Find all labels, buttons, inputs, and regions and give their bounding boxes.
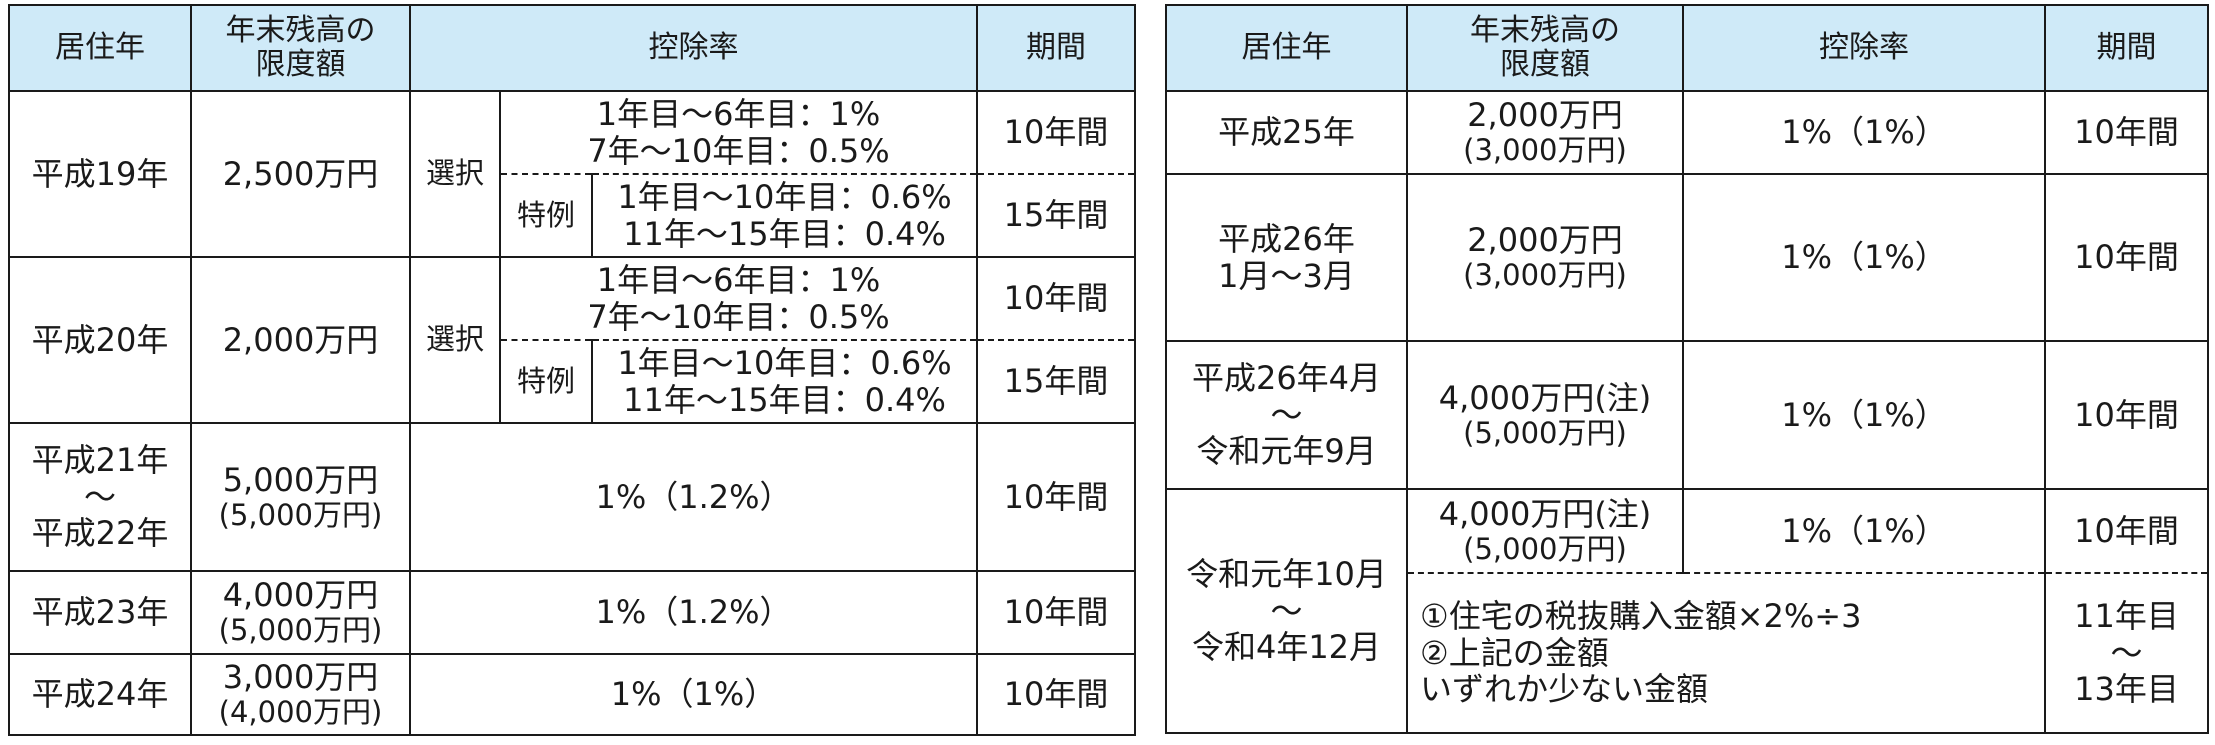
period-cell: 10年間 — [976, 570, 1137, 655]
header-rate: 控除率 — [1682, 4, 2046, 92]
limit-cell: 2,000万円 (3,000万円) — [1406, 90, 1684, 175]
table-row: ①住宅の税抜購入金額×2%÷3 ②上記の金額 いずれか少ない金額 11年目 ～ … — [1166, 572, 2209, 734]
header-rate: 控除率 — [408, 4, 979, 92]
table-row: 令和元年10月 ～ 令和4年12月 4,000万円(注) (5,000万円) 1… — [1165, 488, 2209, 734]
rate-cell: 1年目～6年目：1% 7年～10年目：0.5% — [498, 256, 979, 341]
right-deduction-table: 居住年 年末残高の 限度額 控除率 期間 平成25年 2,000万円 (3,00… — [1165, 4, 2209, 734]
header-limit: 年末残高の 限度額 — [1406, 4, 1684, 92]
period-cell: 10年間 — [976, 653, 1137, 736]
header-limit: 年末残高の 限度額 — [190, 4, 411, 92]
limit-cell: 4,000万円(注) (5,000万円) — [1406, 488, 1684, 574]
period-cell: 10年間 — [2044, 340, 2209, 490]
rate-cell: 1%（1%） — [1682, 340, 2046, 490]
year-cell: 平成26年4月 ～ 令和元年9月 — [1165, 340, 1408, 490]
table-row: 平成26年4月 ～ 令和元年9月 4,000万円(注) (5,000万円) 1%… — [1165, 340, 2209, 490]
left-deduction-table: 居住年 年末残高の 限度額 控除率 期間 平成19年 2,500万円 選択 1年… — [8, 4, 1137, 736]
special-label: 特例 — [499, 173, 593, 258]
header-row: 居住年 年末残高の 限度額 控除率 期間 — [8, 4, 1137, 92]
header-row: 居住年 年末残高の 限度額 控除率 期間 — [1165, 4, 2209, 92]
table-row: 平成20年 2,000万円 選択 1年目～6年目：1% 7年～10年目：0.5%… — [8, 256, 1137, 424]
extra-rate-cell: ①住宅の税抜購入金額×2%÷3 ②上記の金額 いずれか少ない金額 — [1406, 572, 2046, 734]
rate-cell: 1%（1.2%） — [408, 422, 979, 572]
period-cell: 10年間 — [976, 90, 1137, 175]
extra-period-cell: 11年目 ～ 13年目 — [2044, 572, 2209, 734]
limit-cell: 3,000万円 (4,000万円) — [190, 653, 411, 736]
rate-cell: 1%（1%） — [408, 653, 979, 736]
header-period: 期間 — [976, 4, 1137, 92]
rate-cell: 1年目～6年目：1% 7年～10年目：0.5% — [498, 90, 979, 175]
rate-cell: 1年目～10年目：0.6% 11年～15年目：0.4% — [590, 339, 979, 424]
year-cell: 令和元年10月 ～ 令和4年12月 — [1165, 488, 1408, 734]
period-cell: 15年間 — [976, 173, 1137, 258]
year-cell: 平成26年 1月～3月 — [1165, 173, 1408, 342]
limit-cell: 2,000万円 — [190, 256, 411, 424]
rate-cell: 1年目～10年目：0.6% 11年～15年目：0.4% — [590, 173, 979, 258]
limit-cell: 5,000万円 (5,000万円) — [190, 422, 411, 572]
period-cell: 15年間 — [976, 339, 1137, 424]
special-label: 特例 — [499, 339, 593, 424]
limit-cell: 4,000万円(注) (5,000万円) — [1406, 340, 1684, 490]
rate-cell: 1%（1%） — [1682, 173, 2046, 342]
period-cell: 10年間 — [2044, 488, 2209, 574]
select-label: 選択 — [409, 90, 501, 258]
header-year: 居住年 — [8, 4, 192, 92]
table-row: 特例 1年目～10年目：0.6% 11年～15年目：0.4% 15年間 — [9, 339, 1137, 424]
rate-cell: 1%（1%） — [1682, 488, 2046, 574]
table-row: 平成26年 1月～3月 2,000万円 (3,000万円) 1%（1%） 10年… — [1165, 173, 2209, 342]
table-row: 平成24年 3,000万円 (4,000万円) 1%（1%） 10年間 — [8, 653, 1137, 736]
header-year: 居住年 — [1165, 4, 1408, 92]
year-cell: 平成19年 — [8, 90, 192, 258]
year-cell: 平成24年 — [8, 653, 192, 736]
period-cell: 10年間 — [2044, 173, 2209, 342]
limit-cell: 2,000万円 (3,000万円) — [1406, 173, 1684, 342]
period-cell: 10年間 — [976, 256, 1137, 341]
year-cell: 平成21年 ～ 平成22年 — [8, 422, 192, 572]
table-row: 平成19年 2,500万円 選択 1年目～6年目：1% 7年～10年目：0.5%… — [8, 90, 1137, 258]
header-period: 期間 — [2044, 4, 2209, 92]
year-cell: 平成20年 — [8, 256, 192, 424]
table-row: 平成23年 4,000万円 (5,000万円) 1%（1.2%） 10年間 — [8, 570, 1137, 655]
year-cell: 平成23年 — [8, 570, 192, 655]
table-row: 平成21年 ～ 平成22年 5,000万円 (5,000万円) 1%（1.2%）… — [8, 422, 1137, 572]
year-cell: 平成25年 — [1165, 90, 1408, 175]
rate-cell: 1%（1%） — [1682, 90, 2046, 175]
period-cell: 10年間 — [2044, 90, 2209, 175]
period-cell: 10年間 — [976, 422, 1137, 572]
limit-cell: 2,500万円 — [190, 90, 411, 258]
limit-cell: 4,000万円 (5,000万円) — [190, 570, 411, 655]
rate-cell: 1%（1.2%） — [408, 570, 979, 655]
select-label: 選択 — [409, 256, 501, 424]
table-row: 平成25年 2,000万円 (3,000万円) 1%（1%） 10年間 — [1165, 90, 2209, 175]
table-row: 特例 1年目～10年目：0.6% 11年～15年目：0.4% 15年間 — [9, 173, 1137, 258]
